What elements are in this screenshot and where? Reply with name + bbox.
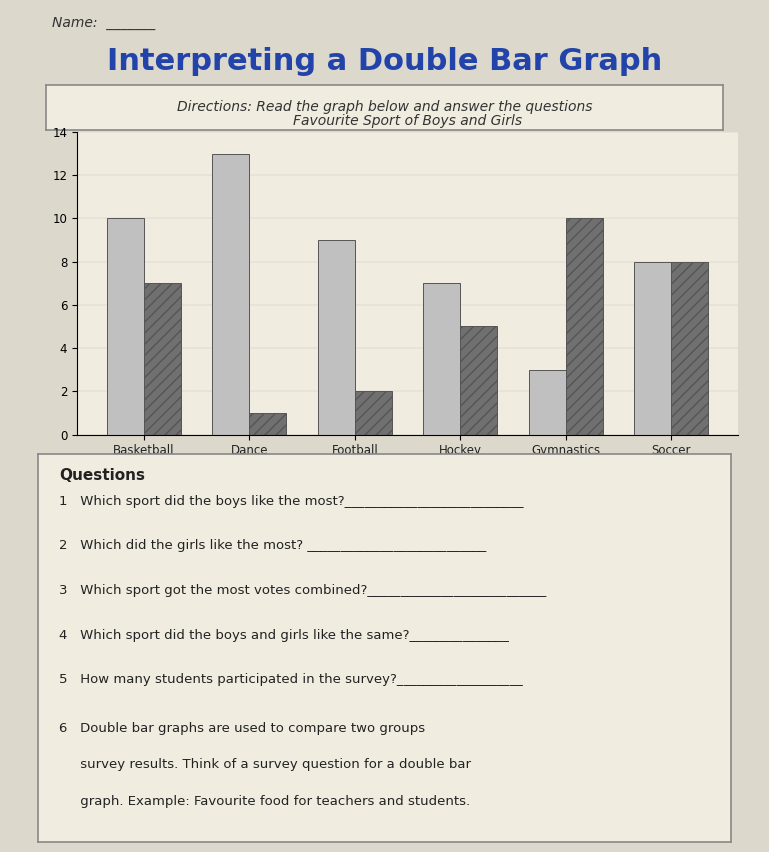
- Bar: [529, 370, 566, 435]
- Bar: [249, 413, 286, 435]
- Text: graph. Example: Favourite food for teachers and students.: graph. Example: Favourite food for teach…: [59, 795, 471, 809]
- Text: Questions: Questions: [59, 468, 145, 483]
- Text: survey results. Think of a survey question for a double bar: survey results. Think of a survey questi…: [59, 758, 471, 771]
- Bar: [144, 283, 181, 435]
- Text: 1   Which sport did the boys like the most?___________________________: 1 Which sport did the boys like the most…: [59, 495, 524, 508]
- Text: 5   How many students participated in the survey?___________________: 5 How many students participated in the …: [59, 673, 523, 686]
- Bar: [461, 326, 498, 435]
- Bar: [566, 218, 603, 435]
- Text: 2   Which did the girls like the most? ___________________________: 2 Which did the girls like the most? ___…: [59, 539, 487, 552]
- Legend: Boys, Girls: Boys, Girls: [332, 466, 483, 489]
- Bar: [671, 262, 708, 435]
- Text: 4   Which sport did the boys and girls like the same?_______________: 4 Which sport did the boys and girls lik…: [59, 629, 509, 642]
- Text: Interpreting a Double Bar Graph: Interpreting a Double Bar Graph: [107, 47, 662, 77]
- Bar: [634, 262, 671, 435]
- Bar: [355, 391, 391, 435]
- Text: Name:  _______: Name: _______: [52, 16, 155, 31]
- Bar: [107, 218, 144, 435]
- Bar: [318, 240, 355, 435]
- Text: 3   Which sport got the most votes combined?___________________________: 3 Which sport got the most votes combine…: [59, 584, 547, 597]
- Text: 6   Double bar graphs are used to compare two groups: 6 Double bar graphs are used to compare …: [59, 722, 425, 734]
- Bar: [424, 283, 461, 435]
- Title: Favourite Sport of Boys and Girls: Favourite Sport of Boys and Girls: [293, 114, 522, 128]
- Text: Directions: Read the graph below and answer the questions: Directions: Read the graph below and ans…: [177, 101, 592, 114]
- Bar: [212, 153, 249, 435]
